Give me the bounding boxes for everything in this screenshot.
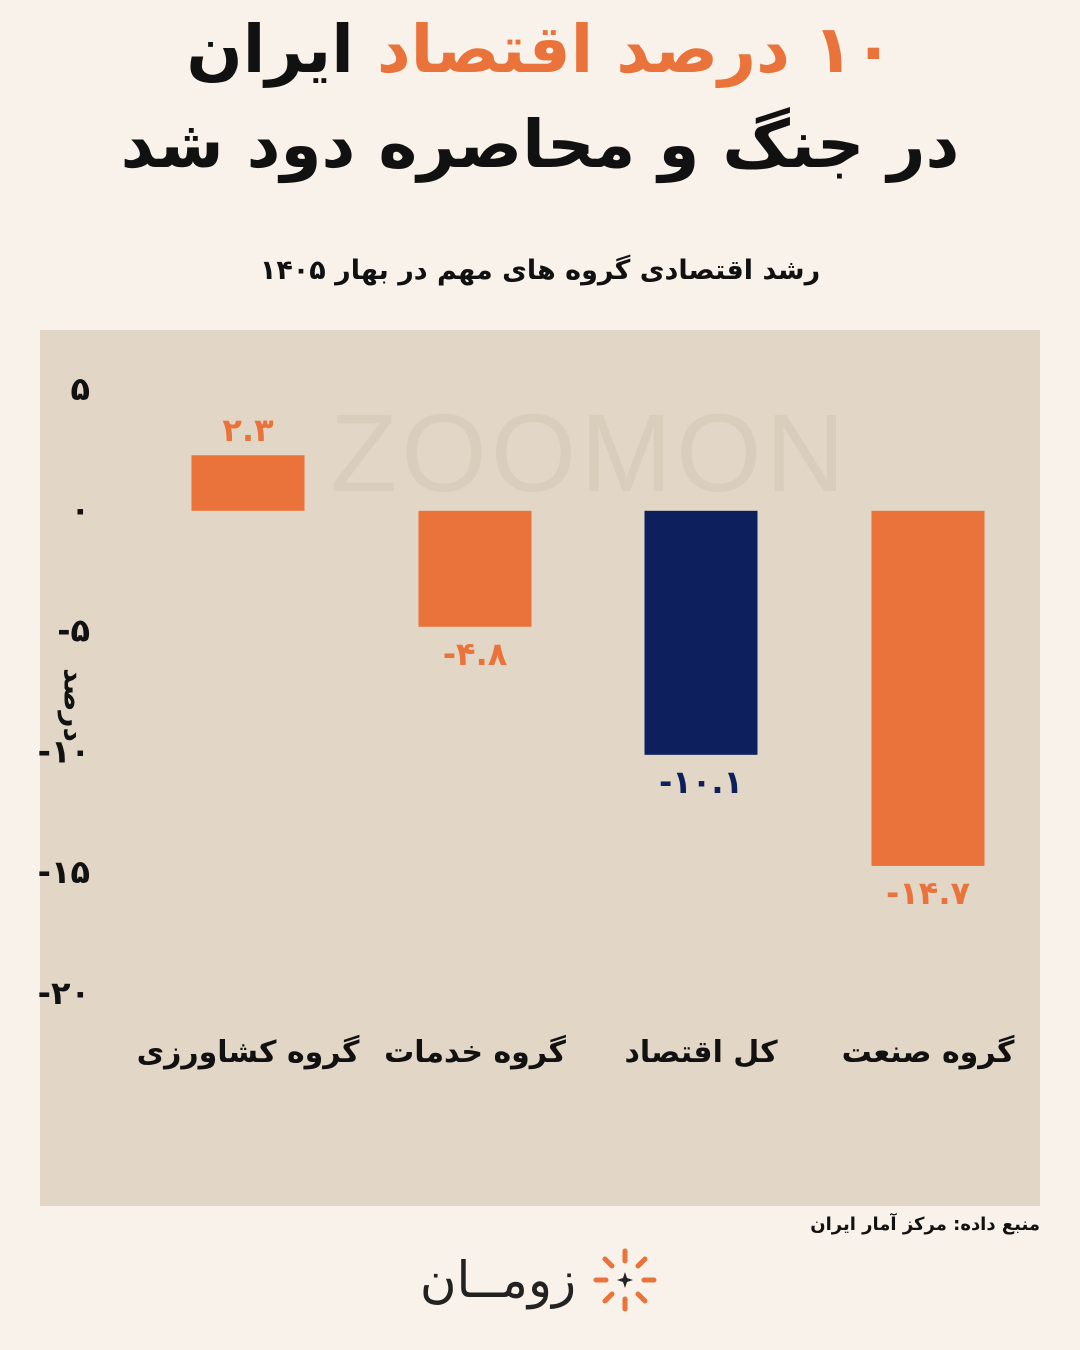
data-source: منبع داده: مرکز آمار ایران: [810, 1214, 1040, 1235]
bar: [871, 510, 985, 866]
sunburst-icon: [593, 1248, 657, 1312]
x-tick-label: گروه کشاورزی: [137, 1034, 360, 1070]
title-line-1: ۱۰ درصد اقتصاد ایران: [0, 10, 1080, 90]
data-label: -۱۰.۱: [659, 763, 743, 801]
title-rest: ایران: [186, 11, 354, 88]
chart-subtitle: رشد اقتصادی گروه های مهم در بهار ۱۴۰۵: [259, 255, 821, 286]
data-label: -۴.۸: [443, 635, 508, 673]
title-line-2: در جنگ و محاصره دود شد: [120, 106, 960, 183]
bar: [418, 510, 532, 627]
y-tick-label: -۱۵: [38, 853, 90, 891]
x-tick-label: گروه خدمات: [384, 1034, 566, 1070]
bar: [644, 510, 758, 755]
y-tick-label: ۵: [70, 370, 90, 408]
y-tick-label: -۱۰: [38, 732, 90, 770]
x-tick-label: گروه صنعت: [842, 1034, 1015, 1070]
y-axis-title: درصد: [57, 668, 91, 742]
y-tick-label: ۰: [70, 491, 90, 529]
watermark: ZOOMON: [330, 392, 849, 515]
bar: [191, 455, 305, 511]
title-accent: ۱۰ درصد اقتصاد: [376, 11, 894, 88]
data-label: ۲.۳: [222, 411, 274, 449]
logo-text: زومــان: [419, 1251, 577, 1309]
x-tick-label: کل اقتصاد: [624, 1035, 778, 1070]
y-tick-label: -۵: [57, 612, 90, 650]
data-label: -۱۴.۷: [886, 874, 971, 912]
y-tick-label: -۲۰: [38, 974, 90, 1012]
brand-logo: زومــان: [0, 1245, 1080, 1319]
